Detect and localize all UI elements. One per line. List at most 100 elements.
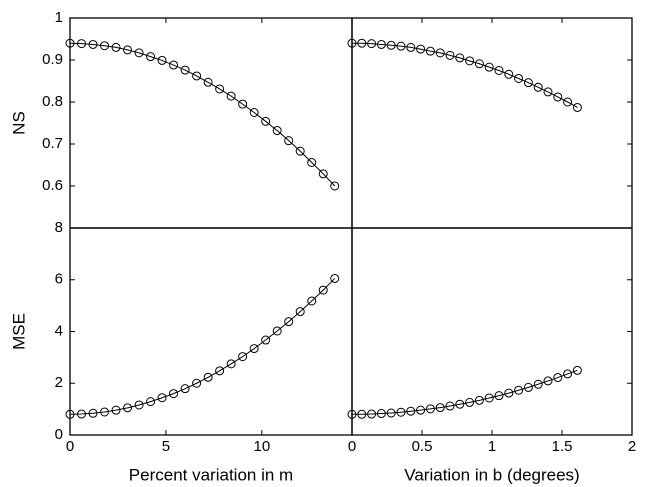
data-point — [543, 376, 553, 386]
data-point — [77, 409, 87, 419]
data-point — [192, 378, 202, 388]
data-line — [352, 42, 578, 108]
data-point — [386, 408, 396, 418]
data-point — [425, 46, 435, 56]
data-point — [445, 50, 455, 60]
data-point — [307, 157, 317, 167]
data-point — [249, 108, 259, 117]
data-point — [533, 379, 543, 389]
x-tick-label: 2 — [628, 438, 636, 455]
data-point — [416, 405, 426, 415]
panel-frame — [69, 227, 353, 436]
data-point — [100, 407, 110, 417]
data-point — [249, 344, 259, 354]
data-point — [553, 92, 563, 102]
data-point — [494, 66, 504, 75]
data-point — [425, 404, 435, 414]
data-line — [69, 42, 336, 187]
data-point — [307, 296, 317, 306]
data-point — [146, 52, 156, 62]
data-point — [215, 366, 225, 376]
data-point — [330, 273, 340, 283]
data-point — [226, 359, 236, 369]
data-point — [357, 38, 367, 48]
data-point — [169, 389, 179, 399]
data-point — [295, 146, 305, 156]
data-point — [484, 62, 494, 72]
data-point — [523, 382, 533, 392]
x-tick-label: 10 — [253, 438, 270, 455]
data-point — [396, 407, 406, 417]
data-point — [88, 39, 98, 49]
data-point — [396, 41, 406, 51]
data-line — [69, 278, 336, 415]
data-point — [284, 136, 294, 146]
panel-frame — [351, 17, 633, 229]
data-point — [347, 409, 357, 419]
x-tick-label: 0.5 — [412, 438, 433, 455]
data-point — [284, 317, 294, 327]
data-point — [318, 169, 328, 179]
data-point — [543, 87, 553, 97]
data-point — [295, 307, 305, 317]
data-point — [504, 69, 514, 79]
x-tick-label: 1 — [488, 438, 496, 455]
data-point — [455, 399, 465, 409]
x-tick-label: 0 — [66, 438, 74, 455]
data-point — [563, 369, 573, 379]
data-point — [367, 39, 377, 49]
data-point — [465, 397, 475, 407]
data-point — [367, 409, 377, 419]
data-point — [445, 401, 455, 411]
data-point — [514, 385, 524, 395]
data-point — [484, 393, 494, 403]
data-point — [435, 48, 445, 58]
data-point — [238, 99, 248, 109]
data-point — [65, 409, 75, 419]
data-line — [352, 369, 578, 415]
y-tick-label: 0.7 — [42, 135, 63, 152]
data-point — [406, 42, 416, 52]
data-point — [494, 391, 504, 401]
data-point — [357, 409, 367, 419]
y-tick-label: 0.6 — [42, 177, 63, 194]
y-tick-label: 0 — [55, 426, 63, 443]
data-point — [533, 82, 543, 92]
data-point — [523, 78, 533, 88]
y-tick-label: 4 — [55, 322, 63, 339]
data-point — [572, 102, 582, 112]
data-point — [134, 400, 144, 410]
data-point — [226, 91, 236, 101]
data-point — [474, 395, 484, 405]
y-tick-label: 1 — [55, 9, 63, 26]
x-axis-title: Variation in b (degrees) — [404, 465, 579, 484]
y-tick-label: 2 — [55, 374, 63, 391]
data-point — [134, 48, 144, 58]
data-point — [406, 406, 416, 416]
data-point — [169, 60, 179, 70]
data-point — [514, 73, 524, 83]
data-point — [111, 405, 121, 415]
data-point — [65, 38, 75, 48]
x-tick-label: 5 — [162, 438, 170, 455]
data-point — [376, 39, 386, 49]
x-tick-label: 0 — [348, 438, 356, 455]
data-point — [465, 56, 475, 66]
data-point — [261, 116, 271, 126]
y-tick-label: 6 — [55, 271, 63, 288]
data-point — [146, 397, 156, 407]
x-axis-title: Percent variation in m — [129, 465, 293, 484]
data-point — [77, 39, 87, 49]
data-point — [215, 84, 225, 94]
data-point — [272, 126, 282, 136]
data-point — [111, 42, 121, 52]
data-point — [123, 45, 133, 55]
data-point — [157, 55, 167, 65]
data-point — [474, 59, 484, 69]
data-point — [203, 372, 213, 382]
data-point — [572, 365, 582, 375]
y-tick-label: 8 — [55, 219, 63, 236]
data-point — [455, 53, 465, 63]
panel-frame — [351, 227, 633, 436]
